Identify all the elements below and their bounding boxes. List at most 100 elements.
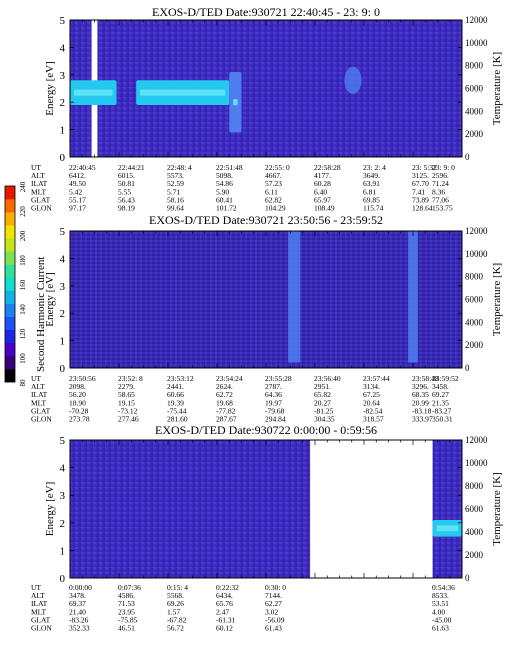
y2-tick-label: 8000 bbox=[465, 481, 484, 491]
orbit-row-label: MLT bbox=[31, 398, 47, 407]
orbit-cell: 304.35 bbox=[314, 415, 335, 424]
y2-tick-label: 10000 bbox=[465, 249, 488, 259]
orbit-cell: 108.49 bbox=[314, 204, 335, 213]
orbit-cell: -70.28 bbox=[69, 406, 89, 415]
orbit-cell: 23:57:44 bbox=[363, 374, 390, 383]
y-tick-label: 4 bbox=[60, 42, 66, 54]
colorbar-tick-labels: 240 220 200 180 160 140 120 100 80 bbox=[19, 181, 27, 386]
orbit-row-label: UT bbox=[31, 163, 41, 172]
orbit-cell: 21.40 bbox=[69, 607, 86, 616]
flux-band-core bbox=[140, 89, 226, 96]
orbit-cell: 1.57 bbox=[167, 607, 180, 616]
spectrogram-panel: EXOS-D/TED Date:930722 0:00:00 - 0:59:56… bbox=[31, 423, 503, 633]
orbit-cell: 4177. bbox=[314, 171, 331, 180]
orbit-cell: 104.29 bbox=[265, 204, 286, 213]
y2-tick-label: 0 bbox=[465, 363, 470, 373]
colorbar-segment bbox=[5, 329, 15, 344]
orbit-info-table: UT 0:00:00 0:07:36 0:15: 4 0:22:32 0:30: 0 0:5… bbox=[31, 583, 455, 633]
orbit-row-label: ALT bbox=[31, 382, 45, 391]
orbit-cell: 61.43 bbox=[265, 624, 282, 633]
y2-tick-label: 4000 bbox=[465, 527, 484, 537]
y2-tick-label: 0 bbox=[465, 152, 470, 162]
orbit-cell: 63.91 bbox=[363, 179, 380, 188]
orbit-row-label: GLON bbox=[31, 624, 52, 633]
orbit-cell: -75.44 bbox=[167, 406, 187, 415]
orbit-cell: 8.36 bbox=[432, 187, 445, 196]
orbit-cell: 6015. bbox=[118, 171, 135, 180]
flux-band-core bbox=[436, 525, 458, 532]
orbit-cell: 52.59 bbox=[167, 179, 184, 188]
orbit-cell: 273.78 bbox=[69, 415, 90, 424]
orbit-cell: 6.81 bbox=[363, 187, 376, 196]
orbit-cell: 101.72 bbox=[216, 204, 237, 213]
colorbar-segment bbox=[5, 290, 15, 304]
flux-stripe bbox=[408, 231, 418, 363]
orbit-cell: 3649. bbox=[363, 171, 380, 180]
colorbar-tick-label: 80 bbox=[19, 379, 27, 387]
colorbar-frame bbox=[4, 185, 16, 383]
y2-axis-label: Temperature [K] bbox=[491, 472, 503, 545]
y2-tick-label: 10000 bbox=[465, 38, 488, 48]
orbit-cell: -83.18 bbox=[412, 406, 432, 415]
orbit-cell: 73.89 bbox=[412, 195, 429, 204]
colorbar-segment bbox=[5, 342, 15, 357]
orbit-row-label: GLON bbox=[31, 204, 52, 213]
orbit-cell: 23:55:28 bbox=[265, 374, 292, 383]
colorbar-tick-label: 220 bbox=[19, 206, 27, 217]
y2-tick-label: 12000 bbox=[465, 226, 488, 236]
orbit-cell: 23:59:52 bbox=[432, 374, 459, 383]
orbit-cell: 69.85 bbox=[363, 195, 380, 204]
orbit-cell: 19.39 bbox=[167, 398, 184, 407]
orbit-cell: 23:50:56 bbox=[69, 374, 96, 383]
orbit-cell: 3.02 bbox=[265, 607, 278, 616]
orbit-cell: 18.90 bbox=[69, 398, 86, 407]
orbit-cell: 56.20 bbox=[69, 390, 86, 399]
orbit-info-table: UT 23:50:56 23:52: 8 23:53:12 23:54:24 23:55:… bbox=[31, 374, 459, 424]
orbit-row-label: ILAT bbox=[31, 179, 48, 188]
orbit-cell: 58.65 bbox=[118, 390, 135, 399]
y2-tick-label: 2000 bbox=[465, 550, 484, 560]
orbit-cell: 60.41 bbox=[216, 195, 233, 204]
flux-band-core bbox=[74, 89, 113, 96]
colorbar-segment bbox=[5, 264, 15, 278]
orbit-cell: 23: 5:32 bbox=[412, 163, 437, 172]
orbit-cell: -83.27 bbox=[432, 406, 452, 415]
orbit-cell: 67.25 bbox=[363, 390, 380, 399]
orbit-cell: 19.15 bbox=[118, 398, 135, 407]
orbit-cell: 97.17 bbox=[69, 204, 86, 213]
spectrogram-panel: EXOS-D/TED Date:930721 22:40:45 - 23: 9:… bbox=[31, 5, 503, 213]
orbit-cell: 6412. bbox=[69, 171, 86, 180]
colorbar-segment bbox=[5, 277, 15, 291]
orbit-cell: 153.75 bbox=[432, 204, 453, 213]
y2-tick-label: 6000 bbox=[465, 295, 484, 305]
orbit-cell: 287.67 bbox=[216, 415, 237, 424]
orbit-cell: 21.35 bbox=[432, 398, 449, 407]
y-tick-label: 2 bbox=[60, 308, 66, 320]
orbit-cell: 22:48: 4 bbox=[167, 163, 192, 172]
orbit-cell: 56.72 bbox=[167, 624, 184, 633]
orbit-cell: 6434. bbox=[216, 591, 233, 600]
y2-tick-label: 8000 bbox=[465, 272, 484, 282]
orbit-cell: 22:55: 0 bbox=[265, 163, 290, 172]
orbit-cell: 22:51:48 bbox=[216, 163, 243, 172]
y-axis-label: Energy [eV] bbox=[44, 482, 56, 536]
orbit-info-table: UT 22:40:45 22:44:21 22:48: 4 22:51:48 22:55:… bbox=[31, 163, 455, 213]
orbit-cell: 0:22:32 bbox=[216, 583, 239, 592]
orbit-cell: 46.51 bbox=[118, 624, 135, 633]
orbit-cell: 128.64 bbox=[412, 204, 433, 213]
orbit-cell: 5.42 bbox=[69, 187, 82, 196]
orbit-cell: 56.43 bbox=[118, 195, 135, 204]
orbit-cell: -45.00 bbox=[432, 615, 452, 624]
orbit-row-label: ALT bbox=[31, 171, 45, 180]
orbit-cell: 5.71 bbox=[167, 187, 180, 196]
y2-tick-label: 6000 bbox=[465, 504, 484, 514]
orbit-cell: 3458. bbox=[432, 382, 449, 391]
y2-axis-label: Temperature [K] bbox=[491, 52, 503, 125]
orbit-cell: 5568. bbox=[167, 591, 184, 600]
orbit-cell: 23:53:12 bbox=[167, 374, 194, 383]
orbit-cell: 281.60 bbox=[167, 415, 188, 424]
y-tick-label: 1 bbox=[60, 336, 66, 348]
colorbar-tick-label: 240 bbox=[19, 181, 27, 192]
orbit-cell: 19.97 bbox=[265, 398, 282, 407]
orbit-cell: 5573. bbox=[167, 171, 184, 180]
